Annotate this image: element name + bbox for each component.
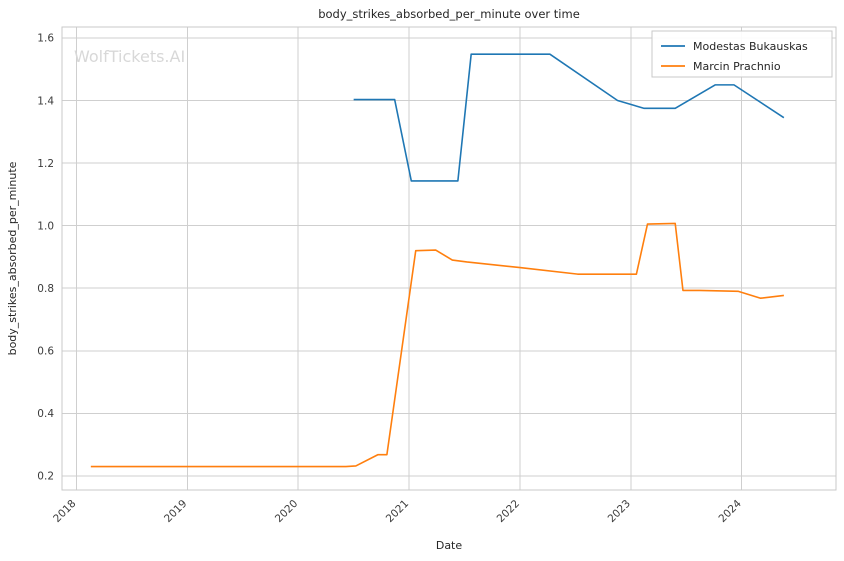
y-tick-label: 0.8	[37, 283, 54, 295]
series-lines	[90, 53, 785, 468]
y-tick-label: 1.0	[37, 220, 54, 232]
chart-title: body_strikes_absorbed_per_minute over ti…	[318, 7, 580, 21]
chart-legend[interactable]: Modestas Bukauskas Marcin Prachnio	[651, 30, 833, 78]
y-tick-label: 0.6	[37, 346, 54, 358]
x-axis-label: Date	[436, 539, 463, 552]
y-tick-label: 0.2	[37, 471, 54, 483]
y-tick-label: 0.4	[37, 408, 54, 420]
legend-label-1: Modestas Bukauskas	[693, 40, 808, 53]
y-tick-label: 1.2	[37, 158, 54, 170]
x-gridlines	[75, 27, 743, 490]
watermark: WolfTickets.AI	[74, 47, 185, 66]
y-tick-label: 1.6	[37, 33, 54, 45]
y-axis-label: body_strikes_absorbed_per_minute	[6, 161, 19, 355]
y-tick-label: 1.4	[37, 95, 54, 107]
plot-border	[61, 26, 837, 491]
legend-label-2: Marcin Prachnio	[693, 60, 781, 73]
series-line-modestas-bukauskas	[353, 53, 785, 182]
series-line-marcin-prachnio	[90, 222, 784, 468]
y-tick-labels: 0.2 0.4 0.6 0.8 1.0 1.2 1.4 1.6	[37, 33, 54, 483]
legend-box	[651, 30, 833, 78]
